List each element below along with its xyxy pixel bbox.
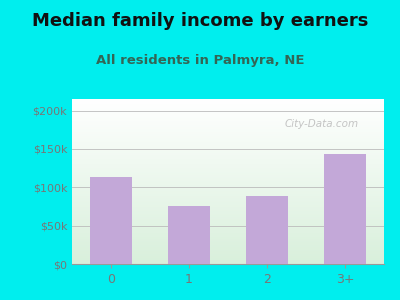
Bar — [168, 206, 210, 264]
Bar — [90, 177, 132, 264]
Text: Median family income by earners: Median family income by earners — [32, 12, 368, 30]
Text: City-Data.com: City-Data.com — [284, 119, 358, 129]
Text: All residents in Palmyra, NE: All residents in Palmyra, NE — [96, 54, 304, 67]
Bar — [324, 154, 366, 264]
Bar — [246, 196, 288, 264]
